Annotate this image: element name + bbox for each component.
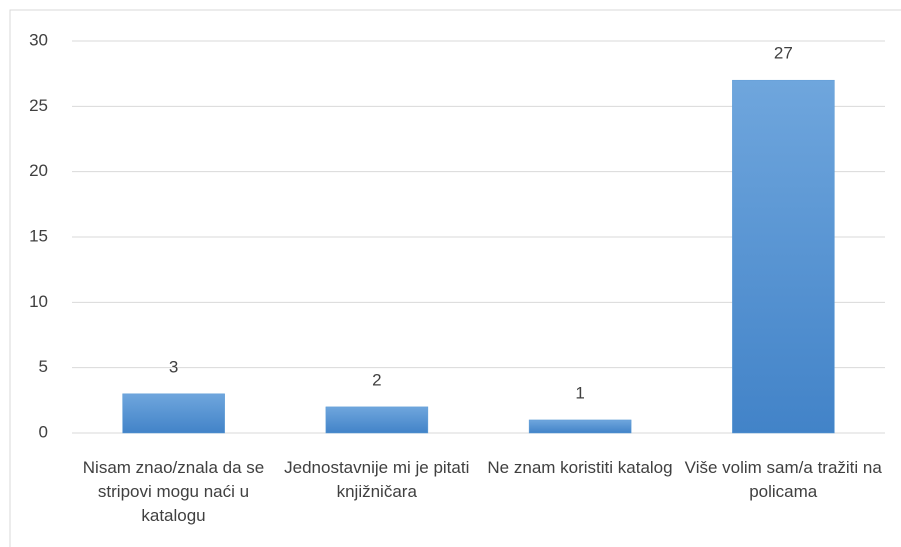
chart-border: [9, 9, 901, 547]
y-tick-label: 15: [29, 226, 48, 245]
y-tick-label: 5: [39, 357, 48, 376]
data-label: 3: [169, 357, 178, 376]
y-tick-label: 30: [29, 30, 48, 49]
x-tick-label: Jednostavnije mi je pitati knjižničara: [284, 458, 470, 501]
y-tick-label: 20: [29, 161, 48, 180]
data-label: 27: [774, 44, 793, 63]
bar: [122, 393, 225, 434]
x-tick-label: Više volim sam/a tražiti na policama: [684, 458, 882, 501]
bar: [325, 406, 429, 434]
x-tick-label: Ne znam koristiti katalog: [487, 458, 673, 477]
data-label: 1: [575, 383, 584, 402]
bar: [732, 79, 835, 434]
y-tick-label: 10: [29, 292, 48, 311]
bar: [528, 419, 632, 434]
data-label: 2: [372, 370, 381, 389]
y-tick-label: 0: [39, 422, 48, 441]
x-tick-label: Nisam znao/znala da se stripovi mogu nać…: [82, 458, 265, 525]
y-tick-label: 25: [29, 96, 48, 115]
